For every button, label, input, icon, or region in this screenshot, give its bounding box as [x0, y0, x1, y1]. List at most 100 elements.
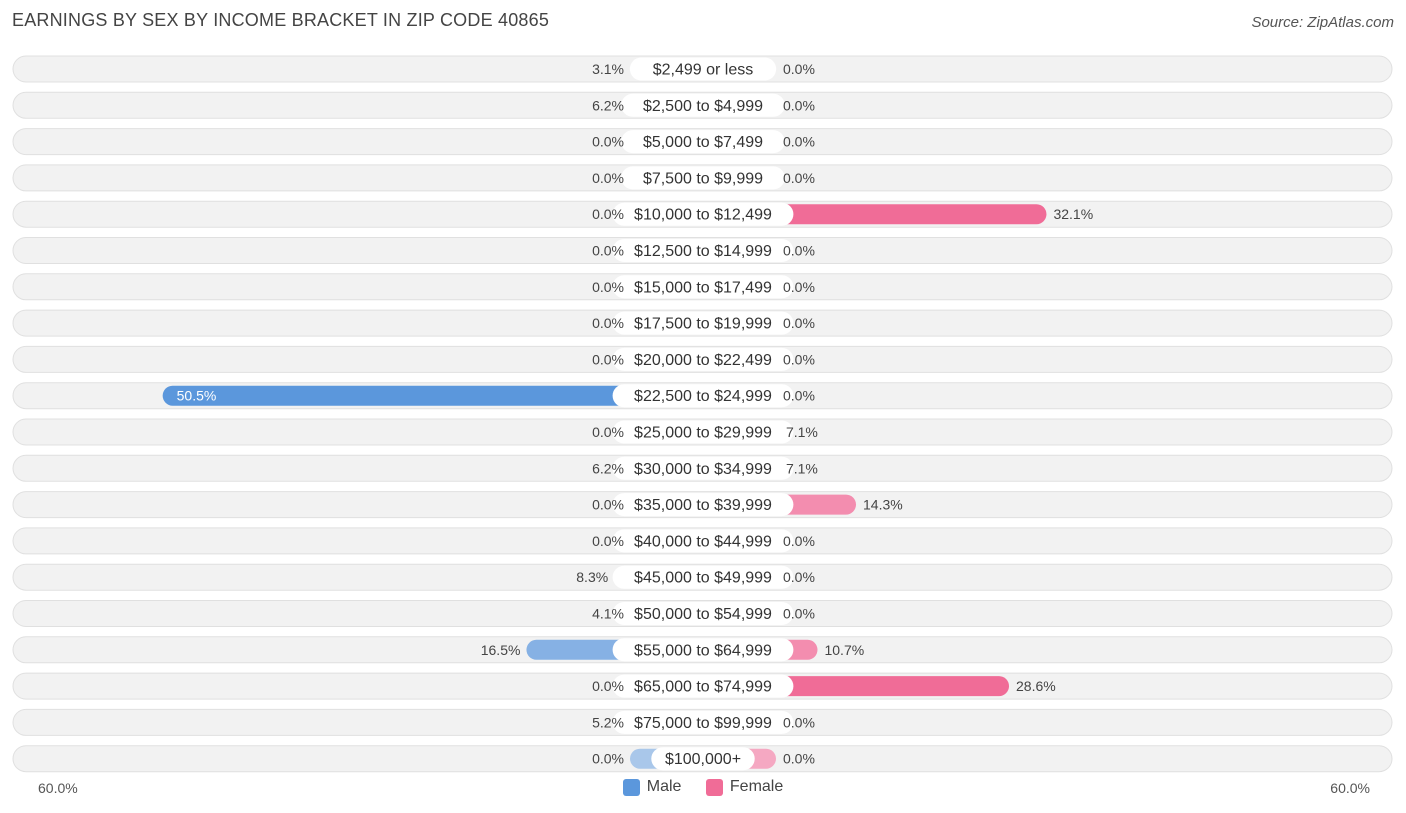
category-label: $5,000 to $7,499	[643, 134, 763, 151]
value-label-female: 0.0%	[783, 606, 815, 622]
value-label-female: 0.0%	[783, 97, 815, 113]
value-label-female: 0.0%	[783, 170, 815, 186]
chart-row: $30,000 to $34,999 6.2% 7.1%	[12, 454, 1393, 482]
value-label-male: 4.1%	[592, 606, 624, 622]
value-label-female: 0.0%	[783, 751, 815, 767]
chart-row: $40,000 to $44,999 0.0% 0.0%	[12, 527, 1393, 555]
legend-swatch-male	[622, 778, 640, 796]
value-label-male: 0.0%	[592, 424, 624, 440]
value-label-female: 0.0%	[783, 351, 815, 367]
value-label-female: 0.0%	[783, 388, 815, 404]
value-label-male: 0.0%	[592, 206, 624, 222]
value-label-female: 0.0%	[783, 61, 815, 77]
legend-item-female[interactable]: Female	[705, 778, 784, 796]
chart-row: $75,000 to $99,999 5.2% 0.0%	[12, 708, 1393, 736]
category-pill	[612, 529, 794, 553]
chart-row: $2,500 to $4,999 6.2% 0.0%	[12, 91, 1393, 119]
category-pill	[612, 602, 794, 625]
category-label: $20,000 to $22,499	[634, 352, 772, 369]
bar-male	[162, 385, 703, 406]
category-pill	[612, 420, 794, 444]
category-label: $35,000 to $39,999	[634, 497, 772, 514]
category-label: $10,000 to $12,499	[634, 207, 772, 224]
value-label-female: 7.1%	[786, 424, 818, 440]
value-label-female: 7.1%	[786, 460, 818, 476]
legend-swatch-female	[705, 778, 723, 796]
value-label-female: 0.0%	[783, 315, 815, 331]
category-pill	[612, 565, 794, 589]
chart-row: $45,000 to $49,999 8.3% 0.0%	[12, 563, 1393, 591]
value-label-male: 50.5%	[177, 388, 217, 404]
axis-left-label: 60.0%	[38, 780, 78, 796]
category-pill	[651, 747, 755, 771]
value-label-female: 0.0%	[783, 243, 815, 259]
legend-label-female: Female	[729, 778, 784, 795]
chart-row: $50,000 to $54,999 4.1% 0.0%	[12, 600, 1393, 627]
value-label-male: 0.0%	[592, 678, 624, 694]
value-label-male: 0.0%	[592, 533, 624, 549]
category-pill	[621, 166, 785, 190]
category-label: $45,000 to $49,999	[634, 570, 772, 587]
chart-row: $20,000 to $22,499 0.0% 0.0%	[12, 345, 1393, 373]
category-label: $75,000 to $99,999	[634, 715, 772, 732]
category-pill	[612, 638, 794, 662]
value-label-male: 8.3%	[576, 569, 608, 585]
value-label-male: 0.0%	[592, 315, 624, 331]
category-pill	[612, 311, 794, 335]
value-label-male: 5.2%	[592, 714, 624, 730]
chart-row: $7,500 to $9,999 0.0% 0.0%	[12, 164, 1393, 192]
legend: Male Female	[0, 778, 1406, 801]
chart-row: $5,000 to $7,499 0.0% 0.0%	[12, 128, 1393, 156]
value-label-male: 0.0%	[592, 170, 624, 186]
value-label-male: 6.2%	[592, 460, 624, 476]
category-label: $17,500 to $19,999	[634, 316, 772, 333]
axis-right-label: 60.0%	[1330, 780, 1370, 796]
category-label: $50,000 to $54,999	[634, 606, 772, 623]
chart-row: $65,000 to $74,999 0.0% 28.6%	[12, 672, 1393, 700]
value-label-male: 0.0%	[592, 351, 624, 367]
chart-row: $15,000 to $17,499 0.0% 0.0%	[12, 273, 1393, 301]
category-label: $7,500 to $9,999	[643, 170, 763, 187]
value-label-female: 28.6%	[1016, 678, 1056, 694]
category-pill	[612, 275, 794, 299]
category-label: $30,000 to $34,999	[634, 461, 772, 478]
chart-canvas: $2,499 or less 3.1% 0.0% $2,500 to $4,999 6.…	[12, 55, 1393, 773]
value-label-female: 0.0%	[783, 279, 815, 295]
category-label: $55,000 to $64,999	[634, 642, 772, 659]
category-pill	[612, 456, 794, 480]
chart-row: $25,000 to $29,999 0.0% 7.1%	[12, 418, 1393, 446]
value-label-male: 6.2%	[592, 97, 624, 113]
category-label: $40,000 to $44,999	[634, 533, 772, 550]
category-label: $2,500 to $4,999	[643, 98, 763, 115]
category-label: $2,499 or less	[653, 62, 754, 79]
chart-row: $55,000 to $64,999 16.5% 10.7%	[12, 636, 1393, 664]
chart-row: $10,000 to $12,499 0.0% 32.1%	[12, 200, 1393, 228]
category-label: $12,500 to $14,999	[634, 243, 772, 260]
chart-row: $2,499 or less 3.1% 0.0%	[12, 55, 1393, 83]
value-label-male: 0.0%	[592, 497, 624, 513]
value-label-female: 14.3%	[863, 497, 903, 513]
legend-item-male[interactable]: Male	[622, 778, 681, 796]
chart-row: $17,500 to $19,999 0.0% 0.0%	[12, 309, 1393, 337]
category-label: $100,000+	[665, 751, 741, 768]
category-pill	[621, 93, 785, 117]
value-label-female: 0.0%	[783, 714, 815, 730]
chart-title: EARNINGS BY SEX BY INCOME BRACKET IN ZIP…	[12, 10, 550, 30]
source-label: Source: ZipAtlas.com	[1251, 14, 1394, 31]
value-label-female: 0.0%	[783, 134, 815, 150]
chart-row: $100,000+ 0.0% 0.0%	[12, 745, 1393, 773]
value-label-male: 3.1%	[592, 61, 624, 77]
category-pill	[612, 493, 794, 517]
category-pill	[612, 202, 794, 226]
value-label-male: 16.5%	[481, 642, 521, 658]
value-label-male: 0.0%	[592, 279, 624, 295]
value-label-male: 0.0%	[592, 134, 624, 150]
category-label: $15,000 to $17,499	[634, 279, 772, 296]
value-label-male: 0.0%	[592, 243, 624, 259]
category-pill	[629, 57, 777, 81]
category-label: $65,000 to $74,999	[634, 679, 772, 696]
chart-row: $22,500 to $24,999 50.5% 0.0%	[12, 382, 1393, 410]
value-label-female: 32.1%	[1053, 206, 1093, 222]
value-label-female: 10.7%	[824, 642, 864, 658]
category-pill	[612, 384, 794, 408]
